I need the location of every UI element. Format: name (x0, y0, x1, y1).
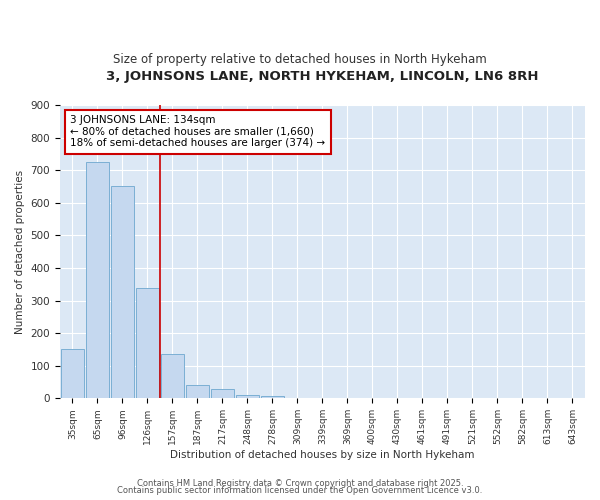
Text: Size of property relative to detached houses in North Hykeham: Size of property relative to detached ho… (113, 52, 487, 66)
Bar (211, 388, 233, 398)
Bar (161, 354, 184, 399)
Y-axis label: Number of detached properties: Number of detached properties (15, 170, 25, 334)
Bar (261, 396, 284, 398)
Text: 3 JOHNSONS LANE: 134sqm
← 80% of detached houses are smaller (1,660)
18% of semi: 3 JOHNSONS LANE: 134sqm ← 80% of detache… (70, 116, 326, 148)
Bar (186, 384, 209, 398)
X-axis label: Distribution of detached houses by size in North Hykeham: Distribution of detached houses by size … (170, 450, 475, 460)
Text: Contains public sector information licensed under the Open Government Licence v3: Contains public sector information licen… (118, 486, 482, 495)
Bar (111, 186, 134, 398)
Bar (136, 288, 158, 399)
Title: 3, JOHNSONS LANE, NORTH HYKEHAM, LINCOLN, LN6 8RH: 3, JOHNSONS LANE, NORTH HYKEHAM, LINCOLN… (106, 70, 539, 83)
Bar (236, 395, 259, 398)
Bar (86, 162, 109, 398)
Text: Contains HM Land Registry data © Crown copyright and database right 2025.: Contains HM Land Registry data © Crown c… (137, 478, 463, 488)
Bar (61, 350, 83, 399)
